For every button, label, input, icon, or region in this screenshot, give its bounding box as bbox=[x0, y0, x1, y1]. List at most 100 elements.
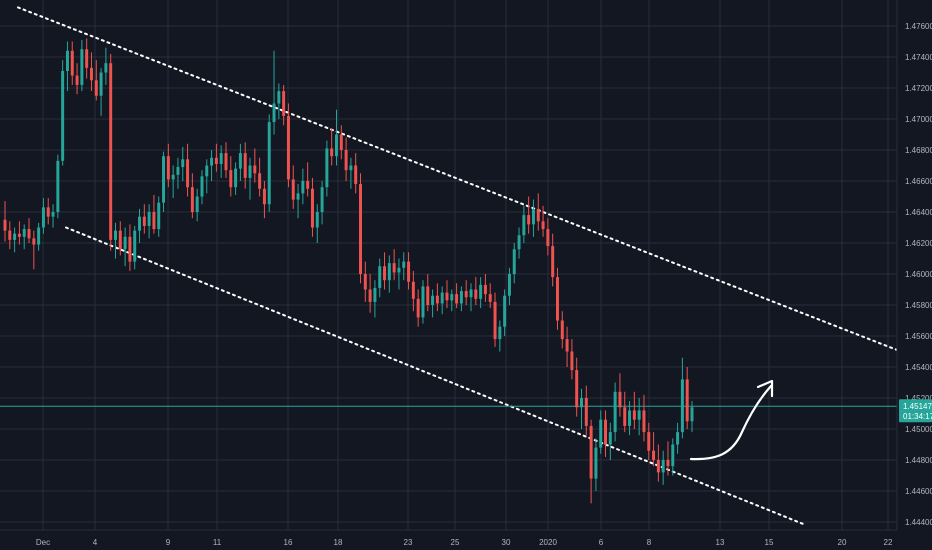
candle-body bbox=[56, 160, 60, 212]
candle bbox=[123, 227, 127, 267]
time-tick-label: 16 bbox=[284, 538, 293, 547]
candle-body bbox=[190, 187, 194, 212]
candle-body bbox=[637, 410, 641, 420]
candle bbox=[459, 286, 463, 312]
candle-body bbox=[109, 63, 113, 240]
candle-body bbox=[536, 208, 540, 222]
candle bbox=[483, 274, 487, 302]
candle-body bbox=[118, 230, 122, 250]
candle bbox=[642, 394, 646, 442]
current-price-value: 1.45147 bbox=[903, 402, 932, 411]
candle bbox=[291, 165, 295, 209]
candle bbox=[75, 63, 79, 95]
candle bbox=[330, 128, 334, 166]
candle-body bbox=[584, 398, 588, 426]
candle-body bbox=[387, 263, 391, 281]
candle-body bbox=[647, 432, 651, 451]
candle bbox=[680, 357, 684, 439]
price-tick-label: 1.47600 bbox=[905, 22, 932, 31]
candle bbox=[286, 103, 290, 188]
candle bbox=[114, 222, 117, 259]
time-tick-label: 11 bbox=[213, 538, 222, 547]
price-tick-label: 1.45000 bbox=[905, 425, 932, 434]
candle-body bbox=[277, 91, 281, 104]
candle bbox=[200, 170, 204, 205]
candle-body bbox=[282, 91, 286, 116]
time-tick-label: 23 bbox=[404, 538, 413, 547]
time-tick-label: Dec bbox=[36, 538, 50, 547]
candle bbox=[411, 270, 415, 312]
candle bbox=[479, 277, 483, 309]
candle bbox=[555, 267, 559, 330]
candle bbox=[99, 67, 103, 116]
candle-body bbox=[37, 227, 41, 245]
price-tick-label: 1.47200 bbox=[905, 84, 932, 93]
candle bbox=[512, 243, 516, 284]
price-axis-background bbox=[897, 0, 932, 550]
time-tick-label: 9 bbox=[166, 538, 171, 547]
candle-body bbox=[628, 410, 632, 426]
candle bbox=[282, 84, 286, 126]
arrow-curve bbox=[689, 384, 773, 461]
candle-body bbox=[608, 432, 612, 445]
candle-body bbox=[493, 301, 497, 340]
candle bbox=[195, 188, 199, 222]
current-price-tag: 1.45147 01:34:17 bbox=[899, 399, 932, 423]
candle-body bbox=[166, 156, 170, 180]
candle-body bbox=[22, 229, 26, 237]
time-tick-label: 22 bbox=[884, 538, 893, 547]
price-tick-label: 1.44600 bbox=[905, 487, 932, 496]
candle-body bbox=[32, 238, 36, 245]
price-channel bbox=[17, 6, 898, 527]
candle-body bbox=[680, 379, 684, 433]
candle-body bbox=[224, 153, 228, 171]
candle-body bbox=[301, 181, 305, 194]
price-tick-label: 1.46200 bbox=[905, 239, 932, 248]
price-axis[interactable]: 1.47600 1.47400 1.47200 1.47000 1.46800 1.466… bbox=[905, 22, 932, 527]
candle-body bbox=[176, 167, 180, 175]
candle bbox=[162, 151, 166, 212]
candle-body bbox=[575, 370, 579, 408]
candle-body bbox=[599, 419, 603, 448]
candle-body bbox=[479, 284, 483, 299]
candle-body bbox=[685, 379, 689, 422]
time-axis[interactable]: Dec 4 9 11 16 18 23 25 30 2020 6 8 13 15 20 22 bbox=[36, 538, 893, 547]
candle bbox=[61, 60, 65, 166]
candle-body bbox=[483, 284, 487, 295]
candle bbox=[109, 53, 113, 251]
candle-body bbox=[531, 208, 535, 225]
bar-countdown: 01:34:17 bbox=[903, 412, 932, 421]
candle-body bbox=[8, 230, 12, 240]
candle bbox=[277, 83, 281, 119]
candle bbox=[450, 289, 454, 312]
candle-body bbox=[580, 398, 583, 408]
candle-body bbox=[632, 410, 636, 420]
candle-body bbox=[339, 134, 343, 150]
time-tick-label: 15 bbox=[765, 538, 774, 547]
candle bbox=[41, 198, 45, 234]
candle-body bbox=[671, 444, 675, 467]
candle bbox=[335, 109, 338, 166]
candle bbox=[383, 252, 387, 290]
candle bbox=[594, 438, 598, 491]
candle-body bbox=[133, 230, 137, 262]
candle bbox=[656, 444, 660, 482]
candle bbox=[32, 230, 36, 270]
candle bbox=[503, 289, 507, 336]
candle bbox=[421, 280, 425, 324]
candle bbox=[70, 41, 74, 85]
candle-body bbox=[142, 216, 146, 226]
candle-body bbox=[555, 277, 559, 321]
candle bbox=[632, 391, 636, 429]
candle-body bbox=[546, 229, 550, 247]
candle bbox=[325, 140, 329, 197]
time-tick-label: 8 bbox=[647, 538, 652, 547]
candle-body bbox=[522, 215, 526, 236]
price-tick-label: 1.47000 bbox=[905, 115, 932, 124]
candle-body bbox=[27, 229, 31, 239]
candle-body bbox=[320, 187, 324, 212]
price-tick-label: 1.44800 bbox=[905, 456, 932, 465]
